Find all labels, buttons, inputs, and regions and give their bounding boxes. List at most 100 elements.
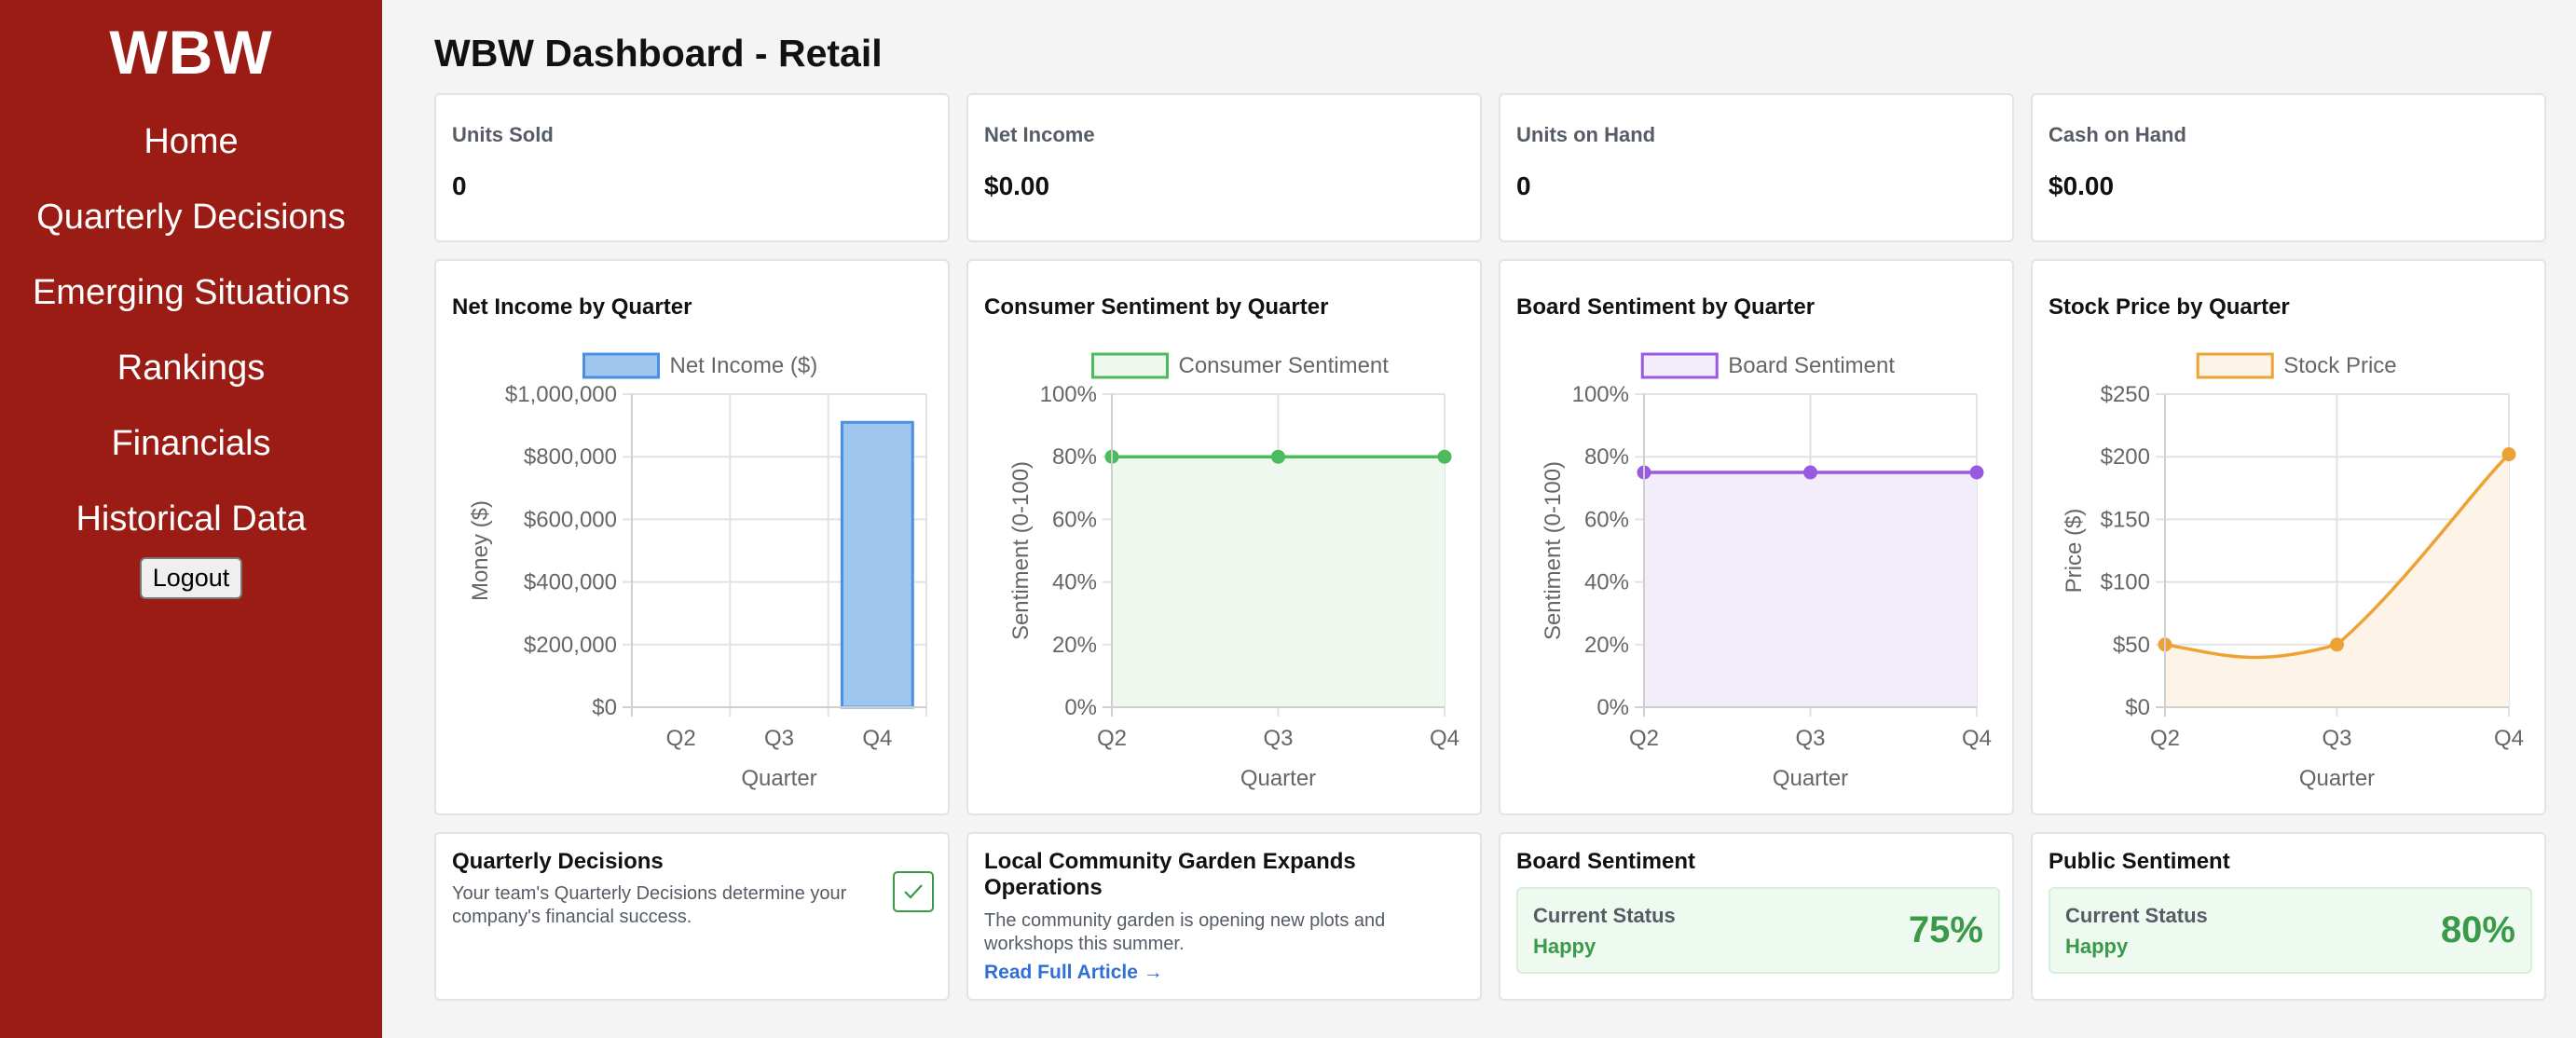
check-icon bbox=[893, 871, 934, 912]
x-tick-label: Q2 bbox=[666, 726, 696, 751]
y-tick-label: $100 bbox=[2101, 570, 2150, 595]
y-tick-label: $600,000 bbox=[524, 507, 617, 532]
x-tick-label: Q2 bbox=[1097, 726, 1127, 751]
chart-title: Stock Price by Quarter bbox=[2048, 294, 2290, 320]
x-tick-label: Q3 bbox=[1795, 726, 1825, 751]
x-axis-title: Quarter bbox=[1240, 766, 1316, 791]
stat-label: Net Income bbox=[984, 123, 1095, 146]
chart-card-consumer-sentiment: Consumer Sentiment by Quarter Consumer S… bbox=[966, 259, 1482, 815]
y-tick-label: 20% bbox=[1584, 633, 1629, 658]
data-point bbox=[1969, 465, 1984, 480]
y-tick-label: 60% bbox=[1052, 507, 1097, 532]
y-tick-label: $800,000 bbox=[524, 444, 617, 470]
consumer-sentiment-chart: Consumer Sentiment 0% 20% 40% 60% 80% 100% Q2 Q3… bbox=[1008, 352, 1459, 791]
chart-title: Board Sentiment by Quarter bbox=[1516, 294, 1816, 320]
bar bbox=[840, 420, 914, 709]
stat-card-cash-on-hand: Cash on Hand $0.00 bbox=[2031, 93, 2546, 242]
y-tick-label: $150 bbox=[2101, 507, 2150, 532]
card-title: Public Sentiment bbox=[2048, 849, 2230, 874]
status-state: Happy bbox=[1533, 935, 1596, 958]
y-axis-title: Money ($) bbox=[468, 500, 493, 601]
status-box: Current Status Happy 75% bbox=[1516, 887, 2000, 974]
y-tick-label: $50 bbox=[2113, 633, 2150, 658]
legend-label: Stock Price bbox=[2283, 353, 2396, 378]
news-card: Local Community Garden Expands Operation… bbox=[966, 832, 1482, 1001]
news-title: Local Community Garden Expands Operation… bbox=[984, 849, 1356, 900]
y-axis-title: Sentiment (0-100) bbox=[1541, 461, 1566, 640]
stat-value: $0.00 bbox=[984, 171, 1050, 200]
x-tick-label: Q3 bbox=[1263, 726, 1293, 751]
area-fill bbox=[1112, 457, 1445, 707]
x-tick-label: Q3 bbox=[764, 726, 794, 751]
data-point bbox=[1803, 465, 1817, 480]
status-label: Current Status bbox=[1533, 904, 1676, 927]
legend-label: Board Sentiment bbox=[1728, 353, 1895, 378]
board-sentiment-card: Board Sentiment Current Status Happy 75% bbox=[1499, 832, 2014, 1001]
x-tick-label: Q4 bbox=[862, 726, 892, 751]
card-title: Quarterly Decisions bbox=[452, 849, 664, 874]
y-tick-label: 40% bbox=[1584, 570, 1629, 595]
x-axis-title: Quarter bbox=[741, 766, 816, 791]
area-fill bbox=[2165, 454, 2509, 707]
y-axis-title: Sentiment (0-100) bbox=[1008, 461, 1034, 640]
nav-historical-data[interactable]: Historical Data bbox=[75, 499, 307, 539]
page-title: WBW Dashboard - Retail bbox=[434, 32, 883, 75]
status-percentage: 75% bbox=[1908, 909, 1983, 950]
legend-swatch bbox=[1091, 352, 1169, 379]
series-line bbox=[2164, 453, 2511, 660]
status-label: Current Status bbox=[2065, 904, 2208, 927]
x-tick-label: Q4 bbox=[2494, 726, 2524, 751]
chart-card-net-income: Net Income by Quarter Net Income ($) $0 $2… bbox=[434, 259, 950, 815]
y-tick-label: $200 bbox=[2101, 444, 2150, 470]
y-tick-label: 40% bbox=[1052, 570, 1097, 595]
net-income-chart: Net Income ($) $0 $200,000 $400,000 $600,000… bbox=[468, 352, 927, 791]
card-description: Your team's Quarterly Decisions determin… bbox=[452, 883, 847, 927]
y-tick-label: $200,000 bbox=[524, 633, 617, 658]
nav-financials[interactable]: Financials bbox=[111, 424, 271, 463]
x-axis-title: Quarter bbox=[1773, 766, 1848, 791]
stat-card-units-on-hand: Units on Hand 0 bbox=[1499, 93, 2014, 242]
stat-label: Units Sold bbox=[452, 123, 554, 146]
y-axis-title: Price ($) bbox=[2062, 509, 2087, 594]
legend-swatch bbox=[2196, 352, 2274, 379]
x-axis-title: Quarter bbox=[2299, 766, 2375, 791]
news-description: The community garden is opening new plot… bbox=[984, 910, 1386, 954]
chart-title: Consumer Sentiment by Quarter bbox=[984, 294, 1329, 320]
chart-card-stock-price: Stock Price by Quarter Stock Price $0 $50 $… bbox=[2031, 259, 2546, 815]
x-tick-label: Q4 bbox=[1962, 726, 1992, 751]
y-tick-label: 20% bbox=[1052, 633, 1097, 658]
y-tick-label: $1,000,000 bbox=[505, 382, 617, 407]
legend-swatch bbox=[1640, 352, 1719, 379]
status-percentage: 80% bbox=[2440, 909, 2515, 950]
stat-label: Units on Hand bbox=[1516, 123, 1656, 146]
y-tick-label: 0% bbox=[1064, 695, 1097, 720]
x-tick-label: Q2 bbox=[1629, 726, 1659, 751]
nav-emerging-situations[interactable]: Emerging Situations bbox=[32, 273, 350, 312]
data-point bbox=[2501, 447, 2516, 462]
nav-home[interactable]: Home bbox=[144, 122, 239, 161]
logout-button[interactable]: Logout bbox=[139, 557, 243, 599]
public-sentiment-card: Public Sentiment Current Status Happy 80… bbox=[2031, 832, 2546, 1001]
stat-card-net-income: Net Income $0.00 bbox=[966, 93, 1482, 242]
status-state: Happy bbox=[2065, 935, 2129, 958]
card-title: Board Sentiment bbox=[1516, 849, 1696, 874]
read-full-article-link[interactable]: Read Full Article → bbox=[984, 962, 1163, 983]
x-tick-label: Q2 bbox=[2150, 726, 2180, 751]
brand-logo: WBW bbox=[109, 18, 273, 87]
nav-rankings[interactable]: Rankings bbox=[116, 348, 266, 388]
y-tick-label: $400,000 bbox=[524, 570, 617, 595]
data-point bbox=[1437, 449, 1452, 464]
data-point bbox=[2330, 637, 2344, 652]
sidebar-nav: Home Quarterly Decisions Emerging Situat… bbox=[0, 121, 382, 574]
quarterly-decisions-card[interactable]: Quarterly Decisions Your team's Quarterl… bbox=[434, 832, 950, 1001]
y-tick-label: $0 bbox=[2125, 695, 2150, 720]
y-tick-label: 100% bbox=[1572, 382, 1629, 407]
chart-card-board-sentiment: Board Sentiment by Quarter Board Sentime… bbox=[1499, 259, 2014, 815]
nav-quarterly-decisions[interactable]: Quarterly Decisions bbox=[36, 198, 346, 237]
legend-label: Net Income ($) bbox=[670, 353, 818, 378]
y-tick-label: 100% bbox=[1040, 382, 1097, 407]
legend-label: Consumer Sentiment bbox=[1179, 353, 1390, 378]
x-tick-label: Q3 bbox=[2322, 726, 2351, 751]
main-content: WBW Dashboard - Retail Units Sold 0 Net … bbox=[382, 0, 2576, 1038]
stat-label: Cash on Hand bbox=[2048, 123, 2186, 146]
